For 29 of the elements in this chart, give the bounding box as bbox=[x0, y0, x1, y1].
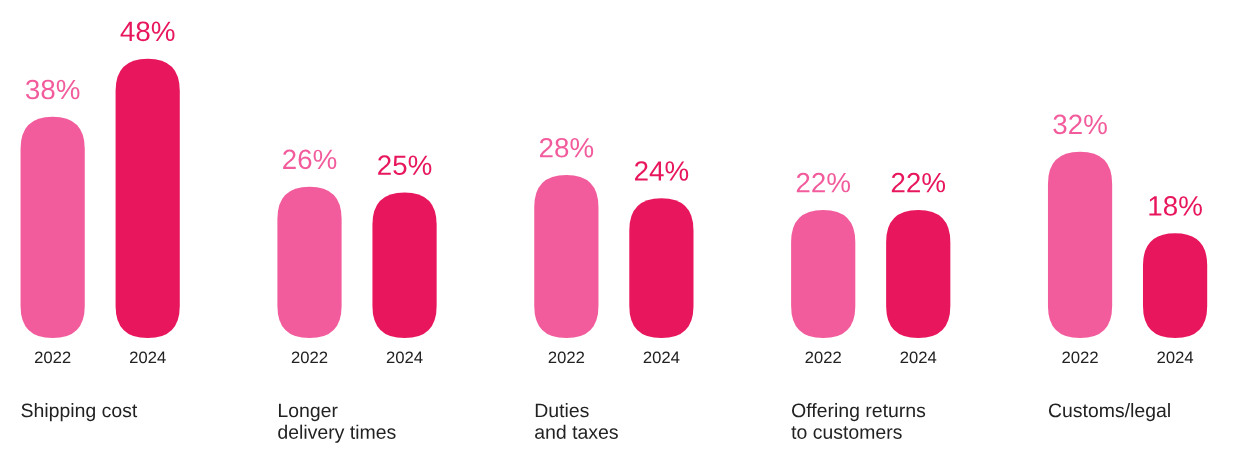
data-label: 48% bbox=[120, 21, 175, 42]
series-label: 2022 bbox=[805, 351, 841, 364]
data-label: 38% bbox=[25, 79, 80, 100]
bar bbox=[1047, 151, 1113, 338]
data-label: 25% bbox=[378, 155, 432, 176]
x-tick-label: Shipping cost bbox=[21, 403, 138, 422]
text: 2022 bbox=[291, 351, 328, 364]
data-label: 22% bbox=[891, 172, 946, 193]
text: 2022 bbox=[1062, 351, 1098, 364]
text: 2022 bbox=[548, 351, 585, 364]
data-label: 22% bbox=[796, 172, 851, 193]
data-label: 24% bbox=[634, 161, 689, 181]
data-label: 26% bbox=[283, 149, 337, 170]
text: 2022 bbox=[34, 351, 71, 364]
x-tick-label: Duties and taxes bbox=[535, 403, 618, 439]
series-label: 2024 bbox=[900, 351, 937, 364]
bar bbox=[534, 175, 599, 338]
x-tick-label: Customs/legal bbox=[1048, 403, 1170, 422]
text: 2024 bbox=[386, 351, 423, 364]
bar bbox=[20, 116, 85, 338]
bar bbox=[115, 58, 180, 338]
data-label: 32% bbox=[1053, 114, 1107, 135]
text: 2024 bbox=[643, 351, 680, 364]
text: 2024 bbox=[129, 351, 166, 364]
text: 2024 bbox=[1157, 351, 1194, 364]
data-label: 28% bbox=[539, 137, 594, 158]
x-tick-label: Offering returns to customers bbox=[791, 403, 926, 439]
data-label: 18% bbox=[1149, 196, 1202, 216]
x-tick-label: Longer delivery times bbox=[278, 403, 396, 443]
